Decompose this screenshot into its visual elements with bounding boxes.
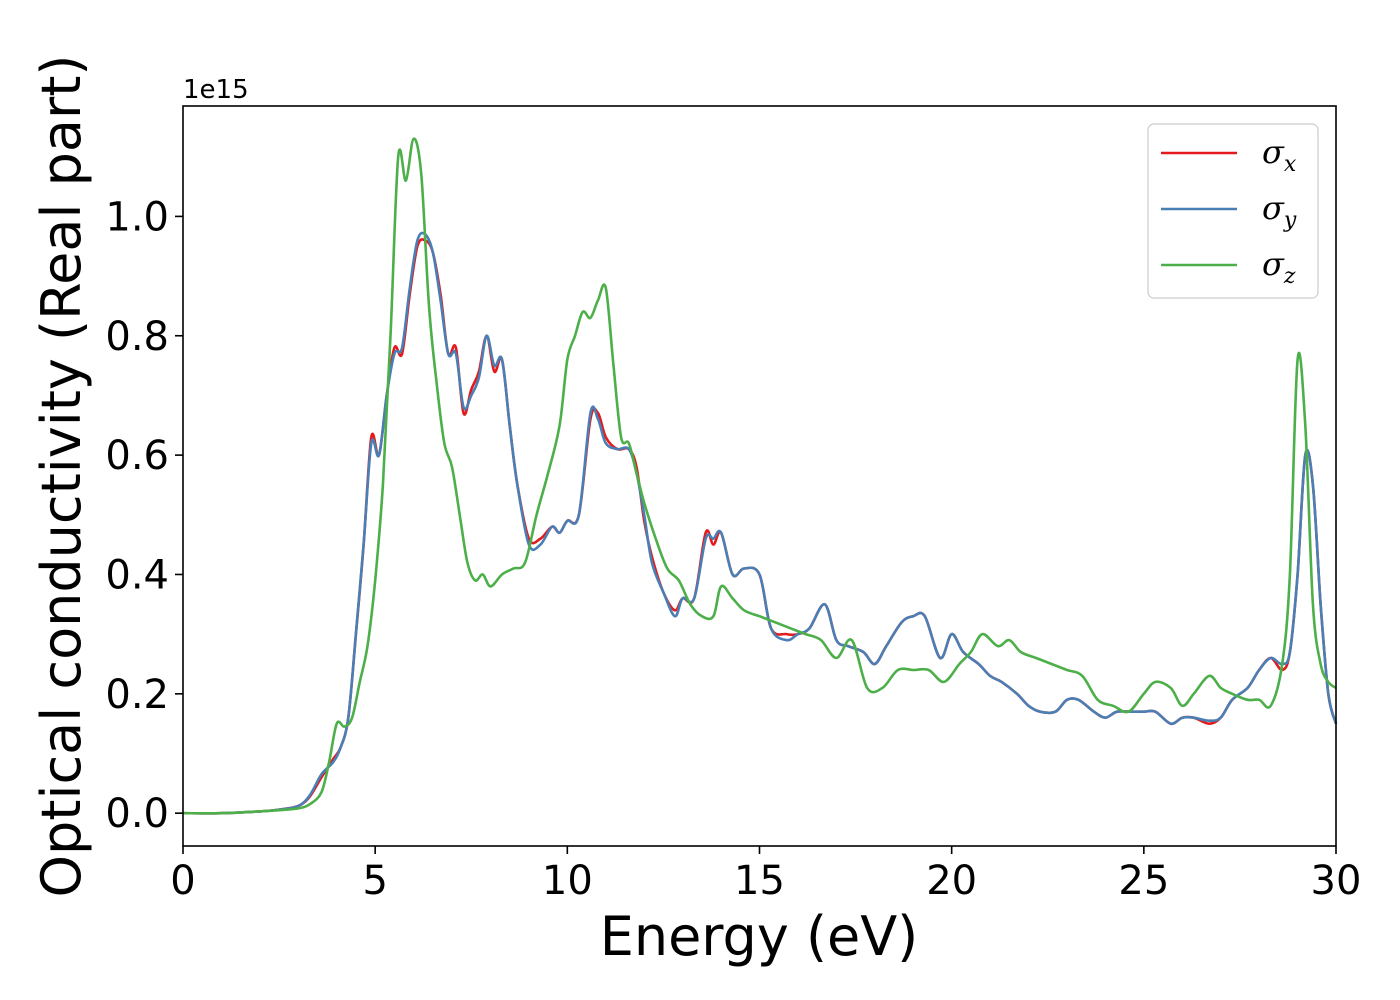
y-axis-title: Optical conductivity (Real part) <box>30 55 93 898</box>
x-tick-label: 0 <box>170 858 195 904</box>
legend-label-z: σz <box>1262 245 1296 289</box>
x-tick-label: 30 <box>1311 858 1362 904</box>
y-offset-label: 1e15 <box>183 75 249 105</box>
x-tick-label: 20 <box>926 858 977 904</box>
y-tick-label: 0.2 <box>105 672 169 718</box>
series-layer <box>182 137 1338 815</box>
series-line-z <box>182 137 1337 815</box>
y-tick-label: 0.4 <box>105 552 169 598</box>
x-tick-label: 10 <box>542 858 593 904</box>
y-tick-label: 1.0 <box>105 194 169 240</box>
x-tick-label: 25 <box>1118 858 1169 904</box>
x-tick-label: 15 <box>734 858 785 904</box>
legend-label-y: σy <box>1262 189 1297 233</box>
y-tick-label: 0.8 <box>105 314 169 360</box>
legend: σx σy σz <box>1147 123 1319 299</box>
x-tick-label: 5 <box>362 858 387 904</box>
x-axis-title: Energy (eV) <box>600 905 919 968</box>
legend-label-x: σx <box>1262 133 1297 177</box>
y-tick-label: 0.6 <box>105 433 169 479</box>
y-axis: 0.0 0.2 0.4 0.6 0.8 1.0 <box>105 194 183 837</box>
plot-background <box>183 106 1336 846</box>
series-line-y <box>182 231 1338 815</box>
x-axis: 0 5 10 15 20 25 30 <box>170 846 1361 904</box>
legend-box <box>1147 123 1319 299</box>
y-tick-label: 0.0 <box>105 791 169 837</box>
